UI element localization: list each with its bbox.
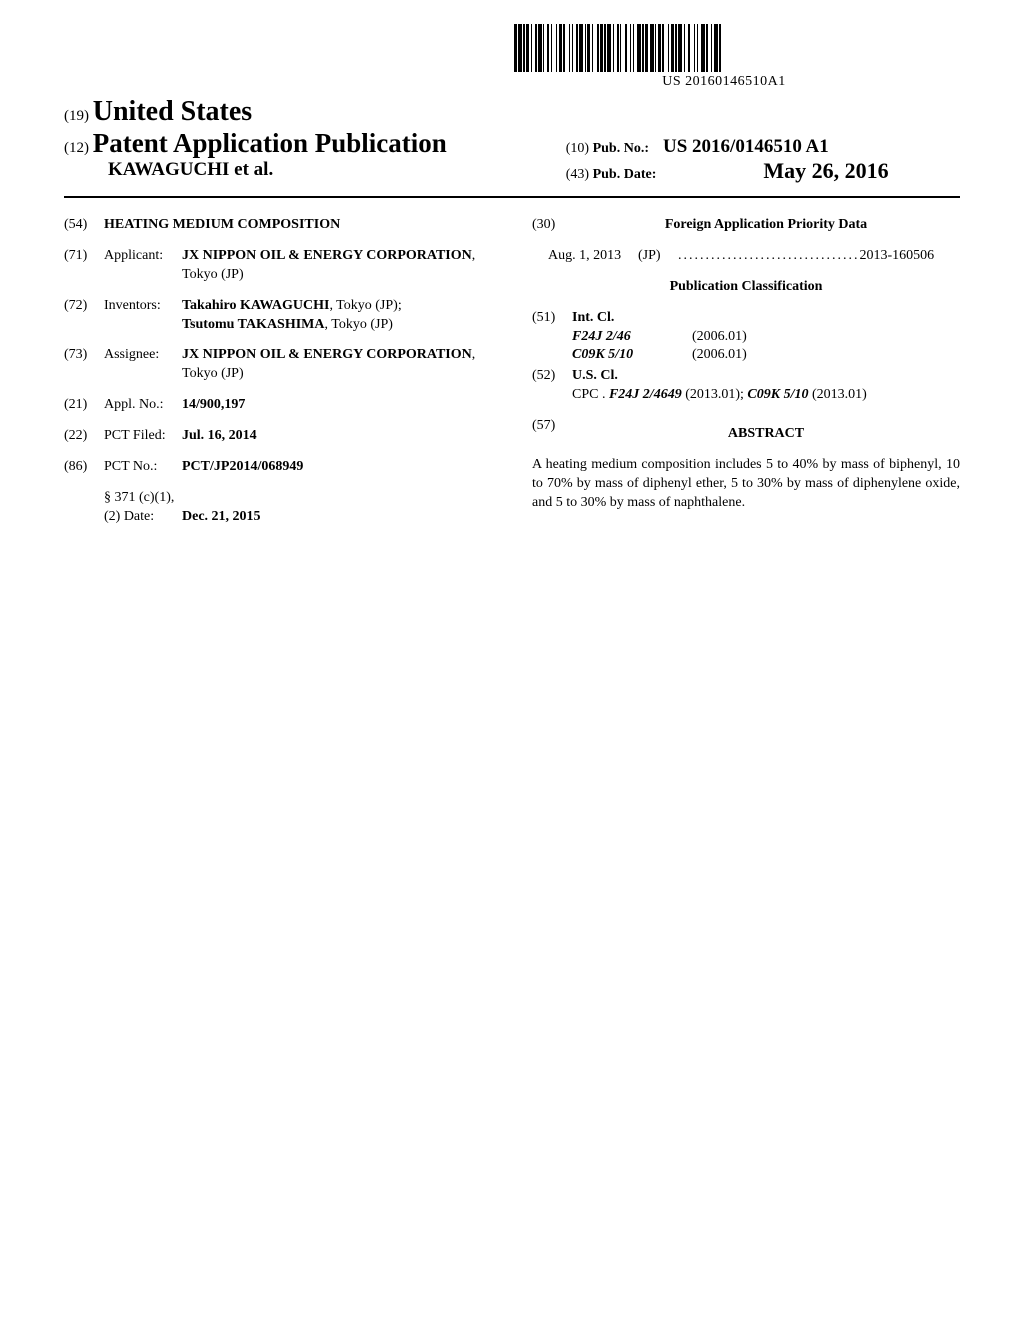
entry-86b: § 371 (c)(1), (2) Date: Dec. 21, 2015 [64, 489, 492, 527]
pub-date-label: Pub. Date: [593, 167, 657, 182]
code-19: (19) [64, 108, 89, 124]
assignee-name: JX NIPPON OIL & ENERGY CORPORATION [182, 347, 472, 362]
pub-class-heading: Publication Classification [532, 278, 960, 297]
inventor-2-loc: , Tokyo (JP) [325, 317, 393, 332]
entry-86: (86) PCT No.: PCT/JP2014/068949 [64, 458, 492, 477]
s371-label: § 371 (c)(1), [104, 489, 492, 508]
entry-52: (52) U.S. Cl. CPC . F24J 2/4649 (2013.01… [532, 367, 960, 405]
code-72: (72) [64, 297, 104, 335]
entry-73: (73) Assignee: JX NIPPON OIL & ENERGY CO… [64, 346, 492, 384]
cpc-sep: . [598, 387, 609, 402]
intcl-0-ver: (2006.01) [692, 328, 832, 347]
body-columns: (54) HEATING MEDIUM COMPOSITION (71) App… [64, 216, 960, 539]
entry-22: (22) PCT Filed: Jul. 16, 2014 [64, 427, 492, 446]
entry-51: (51) Int. Cl. F24J 2/46 (2006.01) C09K 5… [532, 309, 960, 366]
cpc-2-ver: (2013.01) [809, 387, 867, 402]
s371-label2: (2) Date: [104, 508, 182, 527]
code-54: (54) [64, 216, 104, 235]
country-line: (19) United States [64, 96, 557, 128]
header-right: (10) Pub. No.: US 2016/0146510 A1 (43) P… [566, 96, 960, 184]
priority-number: 2013-160506 [860, 247, 935, 266]
priority-date: Aug. 1, 2013 [548, 247, 638, 266]
pub-date: May 26, 2016 [763, 158, 888, 183]
entry-71: (71) Applicant: JX NIPPON OIL & ENERGY C… [64, 247, 492, 285]
label-pctfiled: PCT Filed: [104, 427, 182, 446]
applno-value: 14/900,197 [182, 396, 492, 415]
header-divider [64, 196, 960, 198]
assignee-content: JX NIPPON OIL & ENERGY CORPORATION, Toky… [182, 346, 492, 384]
entry-72: (72) Inventors: Takahiro KAWAGUCHI, Toky… [64, 297, 492, 335]
cpc-label: CPC [572, 387, 598, 402]
intcl-content: Int. Cl. F24J 2/46 (2006.01) C09K 5/10 (… [572, 309, 960, 366]
intcl-row-0: F24J 2/46 (2006.01) [572, 328, 960, 347]
label-applicant: Applicant: [104, 247, 182, 285]
pctfiled-value: Jul. 16, 2014 [182, 427, 492, 446]
abstract-text: A heating medium composition includes 5 … [532, 456, 960, 513]
code-73: (73) [64, 346, 104, 384]
entry-54: (54) HEATING MEDIUM COMPOSITION [64, 216, 492, 235]
foreign-priority-title: Foreign Application Priority Data [572, 216, 960, 235]
code-52: (52) [532, 367, 572, 405]
left-column: (54) HEATING MEDIUM COMPOSITION (71) App… [64, 216, 500, 539]
applicant-name: JX NIPPON OIL & ENERGY CORPORATION [182, 248, 472, 263]
abstract-heading: ABSTRACT [572, 425, 960, 444]
right-column: (30) Foreign Application Priority Data A… [524, 216, 960, 539]
inventor-2-name: Tsutomu TAKASHIMA [182, 317, 325, 332]
invention-title: HEATING MEDIUM COMPOSITION [104, 216, 492, 235]
pub-no-label: Pub. No.: [593, 141, 649, 156]
code-21: (21) [64, 396, 104, 415]
label-inventors: Inventors: [104, 297, 182, 335]
s371-value: Dec. 21, 2015 [182, 508, 261, 527]
code-57: (57) [532, 417, 572, 452]
barcode [514, 24, 934, 72]
authors: KAWAGUCHI et al. [64, 159, 557, 181]
inventor-1-loc: , Tokyo (JP); [329, 298, 401, 313]
uscl-label: U.S. Cl. [572, 367, 960, 386]
pub-no: US 2016/0146510 A1 [663, 136, 829, 157]
inventors-content: Takahiro KAWAGUCHI, Tokyo (JP); Tsutomu … [182, 297, 492, 335]
cpc-1-cls: F24J 2/4649 [609, 387, 682, 402]
label-pctno: PCT No.: [104, 458, 182, 477]
code-43: (43) [566, 167, 589, 182]
label-assignee: Assignee: [104, 346, 182, 384]
cpc-line: CPC . F24J 2/4649 (2013.01); C09K 5/10 (… [572, 386, 960, 405]
code-22: (22) [64, 427, 104, 446]
patent-header: (19) United States (12) Patent Applicati… [64, 96, 960, 184]
pub-date-line: (43) Pub. Date: May 26, 2016 [566, 158, 960, 184]
header-left: (19) United States (12) Patent Applicati… [64, 96, 557, 181]
code-86: (86) [64, 458, 104, 477]
uscl-content: U.S. Cl. CPC . F24J 2/4649 (2013.01); C0… [572, 367, 960, 405]
code-12: (12) [64, 140, 89, 156]
cpc-1-ver: (2013.01); [682, 387, 748, 402]
code-71: (71) [64, 247, 104, 285]
priority-dots: ................................. [678, 247, 860, 266]
pub-no-line: (10) Pub. No.: US 2016/0146510 A1 [566, 136, 960, 158]
code-51: (51) [532, 309, 572, 366]
intcl-1-cls: C09K 5/10 [572, 346, 692, 365]
cpc-2-cls: C09K 5/10 [747, 387, 808, 402]
entry-57: (57) ABSTRACT [532, 417, 960, 452]
code-30: (30) [532, 216, 572, 235]
intcl-label: Int. Cl. [572, 309, 960, 328]
country-name: United States [93, 96, 252, 127]
inventor-1-name: Takahiro KAWAGUCHI [182, 298, 329, 313]
priority-country: (JP) [638, 247, 678, 266]
pub-type: Patent Application Publication [93, 128, 447, 158]
barcode-region: US 20160146510A1 [514, 24, 934, 90]
intcl-1-ver: (2006.01) [692, 346, 832, 365]
intcl-0-cls: F24J 2/46 [572, 328, 692, 347]
label-applno: Appl. No.: [104, 396, 182, 415]
barcode-number: US 20160146510A1 [514, 74, 934, 90]
applicant-content: JX NIPPON OIL & ENERGY CORPORATION, Toky… [182, 247, 492, 285]
entry-30: (30) Foreign Application Priority Data [532, 216, 960, 235]
priority-row: Aug. 1, 2013 (JP) ......................… [532, 247, 960, 266]
pub-type-line: (12) Patent Application Publication [64, 128, 557, 159]
pctno-value: PCT/JP2014/068949 [182, 458, 492, 477]
intcl-row-1: C09K 5/10 (2006.01) [572, 346, 960, 365]
code-10: (10) [566, 141, 589, 156]
s371-block: § 371 (c)(1), (2) Date: Dec. 21, 2015 [104, 489, 492, 527]
entry-21: (21) Appl. No.: 14/900,197 [64, 396, 492, 415]
